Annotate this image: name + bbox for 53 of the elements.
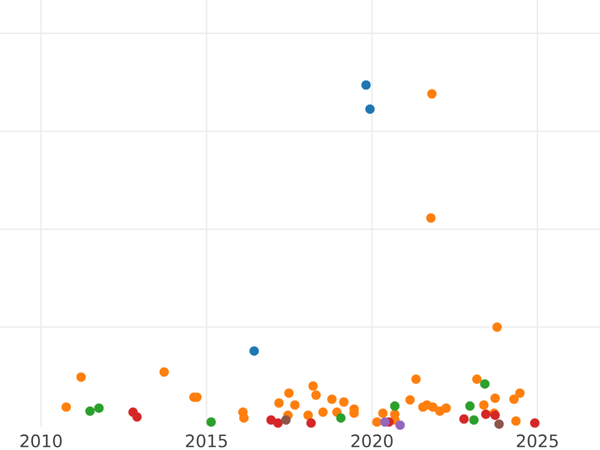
point [378, 408, 388, 418]
point [308, 381, 318, 391]
point [273, 418, 283, 428]
point [372, 417, 382, 427]
point [481, 409, 491, 419]
point [159, 367, 169, 377]
point [239, 413, 249, 423]
point [480, 379, 490, 389]
point [284, 388, 294, 398]
point [530, 418, 540, 428]
point [428, 402, 438, 412]
point [303, 410, 313, 420]
point [281, 415, 291, 425]
point [274, 398, 284, 408]
point [311, 390, 321, 400]
point [472, 374, 482, 384]
point [459, 414, 469, 424]
point [132, 412, 142, 422]
point [490, 393, 500, 403]
point [441, 403, 451, 413]
point [469, 415, 479, 425]
x-tick-label: 2010 [20, 434, 62, 448]
x-tick-label: 2015 [186, 434, 227, 448]
point [361, 80, 371, 90]
point [85, 406, 95, 416]
point [492, 322, 502, 332]
point [206, 417, 216, 427]
point [318, 407, 328, 417]
point [339, 397, 349, 407]
x-tick-label: 2025 [516, 434, 558, 448]
point [61, 402, 71, 412]
point [249, 346, 259, 356]
point [509, 394, 519, 404]
point [515, 388, 525, 398]
point [405, 395, 415, 405]
point [290, 400, 300, 410]
point [465, 401, 475, 411]
point [511, 416, 521, 426]
point [411, 374, 421, 384]
point [327, 394, 337, 404]
point [479, 400, 489, 410]
x-tick-label: 2020 [351, 434, 393, 448]
point [395, 420, 405, 430]
point [336, 413, 346, 423]
point [380, 417, 390, 427]
point [426, 213, 436, 223]
point [494, 419, 504, 429]
point [94, 403, 104, 413]
point [76, 372, 86, 382]
point [390, 401, 400, 411]
point [306, 418, 316, 428]
point [365, 104, 375, 114]
point [427, 89, 437, 99]
